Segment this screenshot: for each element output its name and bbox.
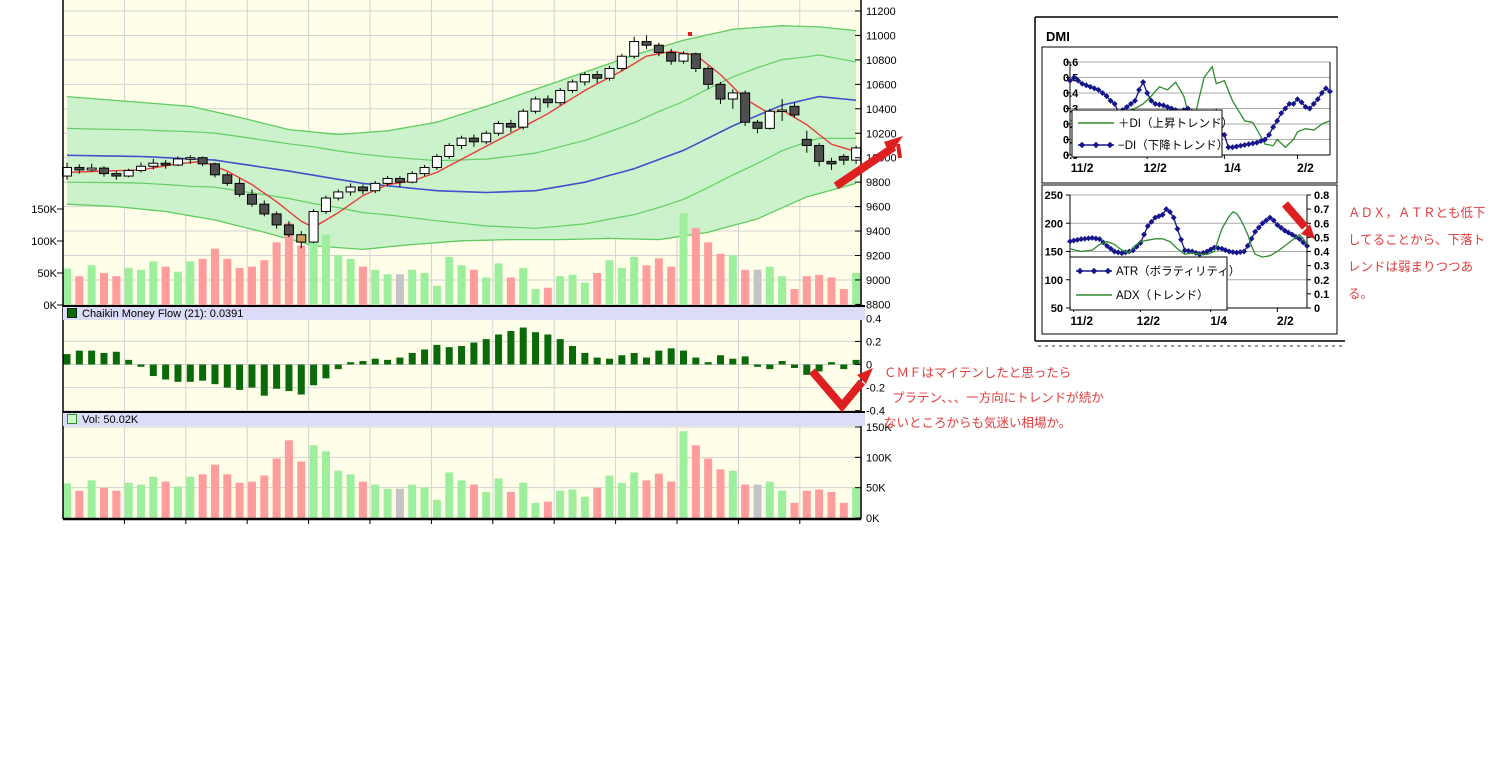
svg-text:0.8: 0.8	[1314, 190, 1329, 202]
svg-text:9200: 9200	[866, 251, 890, 263]
svg-text:100K: 100K	[31, 236, 57, 248]
svg-text:100: 100	[1045, 275, 1063, 287]
svg-text:10200: 10200	[866, 128, 897, 140]
svg-text:11200: 11200	[866, 6, 896, 18]
svg-text:0.5: 0.5	[1314, 232, 1329, 244]
svg-text:11000: 11000	[866, 30, 896, 42]
svg-text:0.7: 0.7	[1314, 204, 1329, 216]
svg-text:0.1: 0.1	[1314, 289, 1329, 301]
svg-text:＋DI（上昇トレンド）: ＋DI（上昇トレンド）	[1118, 117, 1233, 130]
cmf-annotation-line-1: ＣＭＦはマイテンしたと思ったら	[884, 366, 1072, 380]
cmf-panel-header: Chaikin Money Flow (21): 0.0391	[63, 305, 865, 320]
svg-text:0: 0	[1314, 303, 1320, 315]
svg-text:100K: 100K	[866, 452, 892, 464]
svg-text:-0.2: -0.2	[866, 383, 885, 395]
svg-text:0.4: 0.4	[1063, 88, 1079, 100]
dmi-atr-adx-chart: 0.60.50.40.30.20.10.011/212/21/42/2＋DI（上…	[1034, 16, 1345, 347]
svg-text:12/2: 12/2	[1144, 161, 1168, 175]
adx-annotation-line-4: る。	[1348, 287, 1374, 301]
svg-text:10800: 10800	[866, 55, 897, 67]
dmi-title: DMI	[1046, 29, 1070, 44]
svg-text:0.6: 0.6	[1063, 57, 1078, 69]
svg-text:150K: 150K	[31, 204, 57, 216]
svg-text:150: 150	[1045, 247, 1063, 259]
svg-text:2/2: 2/2	[1277, 314, 1294, 328]
cmf-annotation-line-2: プラテン、、、一方向にトレンドが続か	[892, 391, 1104, 405]
svg-text:0.2: 0.2	[1314, 275, 1329, 287]
svg-text:10600: 10600	[866, 79, 897, 91]
svg-text:8800: 8800	[866, 299, 890, 311]
volume-series-icon	[67, 414, 77, 424]
volume-panel-title: Vol: 50.02K	[82, 414, 139, 426]
svg-text:11/2: 11/2	[1070, 314, 1093, 328]
cmf-panel-title: Chaikin Money Flow (21): 0.0391	[82, 308, 244, 320]
adx-annotation-line-1: ＡＤＸ，ＡＴＲとも低下	[1348, 206, 1486, 220]
svg-text:2/2: 2/2	[1297, 161, 1314, 175]
svg-text:12/2: 12/2	[1137, 314, 1161, 328]
svg-text:0.6: 0.6	[1314, 218, 1329, 230]
adx-annotation-line-3: レンドは弱まりつつあ	[1348, 260, 1474, 274]
svg-text:9800: 9800	[866, 177, 890, 189]
svg-text:10400: 10400	[866, 104, 897, 116]
svg-text:9400: 9400	[866, 226, 890, 238]
svg-text:250: 250	[1045, 190, 1063, 202]
svg-text:-0.4: -0.4	[866, 406, 885, 418]
svg-text:0.4: 0.4	[866, 313, 881, 325]
svg-text:150K: 150K	[866, 422, 892, 434]
svg-text:1/4: 1/4	[1224, 161, 1241, 175]
svg-text:9600: 9600	[866, 202, 890, 214]
svg-text:9000: 9000	[866, 275, 890, 287]
svg-text:1/4: 1/4	[1210, 314, 1227, 328]
svg-text:ATR（ボラティリティ）: ATR（ボラティリティ）	[1116, 265, 1240, 278]
svg-text:50K: 50K	[37, 268, 57, 280]
svg-text:0.3: 0.3	[1314, 261, 1329, 273]
svg-text:0: 0	[866, 360, 872, 372]
svg-text:50: 50	[1051, 303, 1063, 315]
cmf-series-icon	[67, 308, 77, 318]
price-volume-chart: 11200 11000 10800 10600 10400 10200 10000 9800 9…	[31, 0, 897, 525]
svg-text:200: 200	[1045, 218, 1063, 230]
svg-text:ADX（トレンド）: ADX（トレンド）	[1116, 289, 1209, 302]
svg-text:0.2: 0.2	[866, 336, 881, 348]
cmf-annotation-line-3: ないところからも気迷い相場か。	[884, 416, 1072, 430]
svg-text:10000: 10000	[866, 153, 897, 165]
svg-text:0K: 0K	[44, 300, 58, 312]
svg-text:−DI（下降トレンド）: −DI（下降トレンド）	[1118, 138, 1228, 152]
adx-annotation-line-2: してることから、下落ト	[1348, 233, 1486, 247]
svg-text:50K: 50K	[866, 483, 886, 495]
svg-text:0.4: 0.4	[1314, 247, 1330, 259]
volume-panel-header: Vol: 50.02K	[63, 411, 865, 426]
svg-text:11/2: 11/2	[1071, 161, 1094, 175]
svg-text:0K: 0K	[866, 513, 880, 525]
